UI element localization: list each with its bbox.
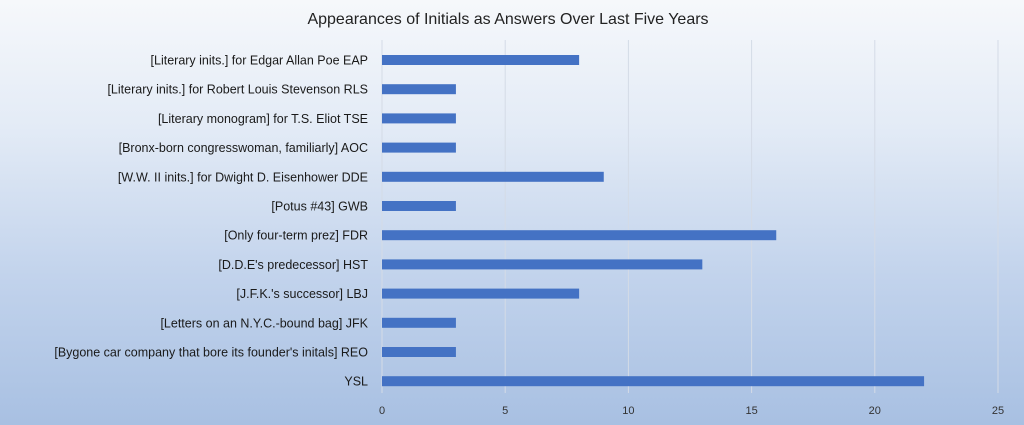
category-label: [Bygone car company that bore its founde… (54, 346, 368, 360)
category-label: [D.D.E's predecessor] HST (218, 258, 368, 272)
x-tick-label: 15 (745, 405, 757, 417)
bar (382, 142, 456, 153)
category-label: [Letters on an N.Y.C.-bound bag] JFK (160, 316, 368, 330)
bar (382, 288, 580, 299)
bar (382, 55, 580, 65)
category-label: [Potus #43] GWB (271, 200, 368, 214)
category-label: [Bronx-born congresswoman, familiarly] A… (119, 141, 368, 155)
category-label: [W.W. II inits.] for Dwight D. Eisenhowe… (118, 170, 368, 184)
x-tick-label: 20 (869, 405, 881, 417)
x-tick-label: 10 (622, 405, 634, 417)
category-label: [J.F.K.'s successor] LBJ (236, 287, 368, 301)
x-tick-label: 5 (502, 405, 508, 417)
bar (382, 317, 456, 328)
bar (382, 171, 604, 182)
bar (382, 230, 777, 241)
chart-title: Appearances of Initials as Answers Over … (307, 11, 708, 28)
bar (382, 347, 456, 357)
category-label: YSL (344, 375, 368, 389)
x-axis-ticks: 0 5 10 15 20 25 (379, 405, 1004, 417)
gridlines (381, 40, 999, 393)
category-label: [Only four-term prez] FDR (224, 229, 368, 243)
bar (382, 84, 456, 95)
category-label: [Literary inits.] for Edgar Allan Poe EA… (151, 54, 368, 68)
bars (382, 55, 925, 387)
x-tick-label: 25 (992, 405, 1004, 417)
bar (382, 113, 456, 124)
bar (382, 259, 703, 270)
category-label: [Literary monogram] for T.S. Eliot TSE (158, 112, 368, 126)
bar (382, 201, 456, 211)
x-tick-label: 0 (379, 405, 385, 417)
bar (382, 376, 925, 387)
category-labels: [Literary inits.] for Edgar Allan Poe EA… (54, 54, 368, 389)
category-label: [Literary inits.] for Robert Louis Steve… (107, 83, 368, 97)
